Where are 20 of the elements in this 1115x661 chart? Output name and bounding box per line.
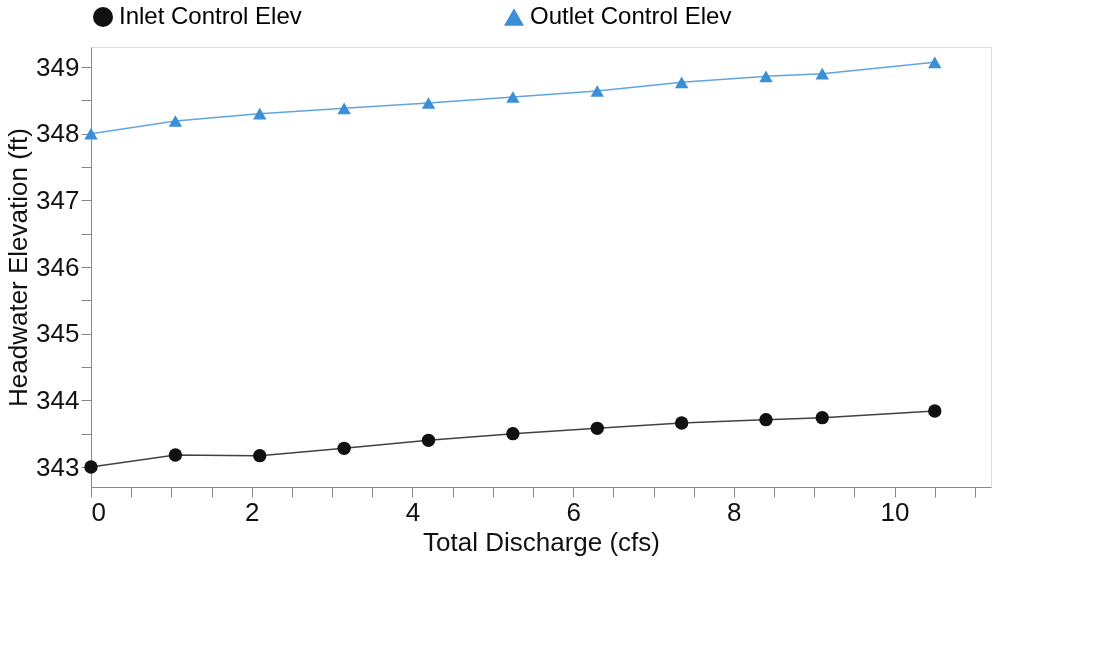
- x-tick-label: 2: [244, 496, 260, 527]
- y-tick-label: 349: [36, 51, 80, 82]
- x-axis-title: Total Discharge (cfs): [423, 526, 660, 557]
- y-tick-label: 344: [36, 384, 80, 415]
- legend-label: Outlet Control Elev: [530, 2, 732, 29]
- y-axis-title: Headwater Elevation (ft): [3, 128, 34, 407]
- x-tick-label: 8: [727, 496, 742, 527]
- x-tick-label: 10: [880, 496, 910, 527]
- x-tick-label: 4: [405, 496, 421, 527]
- x-tick-label: 6: [566, 496, 581, 527]
- y-tick-label: 347: [36, 184, 80, 215]
- x-tick-label: 0: [91, 496, 106, 527]
- point: [84, 460, 98, 474]
- y-tick-label: 346: [36, 251, 80, 282]
- point: [928, 56, 942, 69]
- y-tick-label: 343: [36, 451, 80, 482]
- point: [168, 115, 183, 127]
- legend-label: Inlet Control Elev: [119, 2, 302, 29]
- y-tick-label: 348: [36, 118, 80, 149]
- y-tick-label: 345: [36, 318, 80, 349]
